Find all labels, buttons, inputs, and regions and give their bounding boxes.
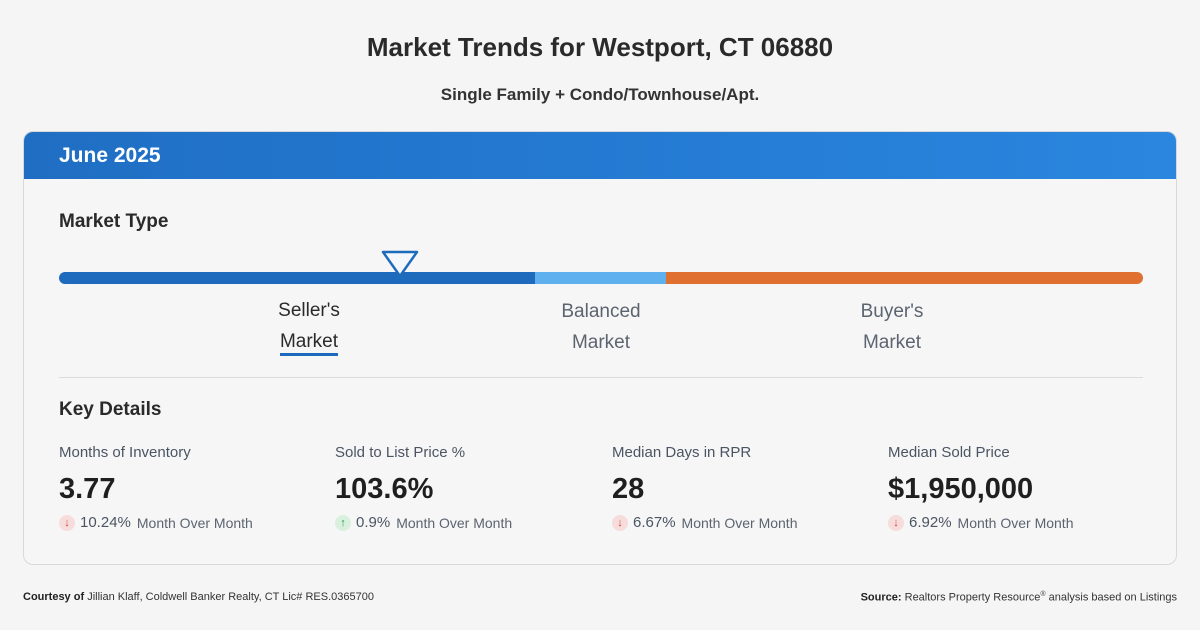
balanced-line2: Market <box>571 332 631 353</box>
seller-market-segment <box>59 272 535 284</box>
courtesy-text: Jillian Klaff, Coldwell Banker Realty, C… <box>87 591 374 603</box>
arrow-up-icon: ↑ <box>335 514 351 531</box>
buyer-line2: Market <box>862 332 922 353</box>
triangle-pointer-icon <box>382 250 419 278</box>
footer-courtesy: Courtesy of Jillian Klaff, Coldwell Bank… <box>23 591 374 603</box>
arrow-down-icon: ↓ <box>612 514 628 531</box>
section-divider <box>59 377 1143 378</box>
change-percent: 6.92% <box>909 514 952 531</box>
change-percent: 0.9% <box>356 514 391 531</box>
change-suffix: Month Over Month <box>396 514 513 531</box>
stat-change: ↓ 10.24% Month Over Month <box>59 514 319 531</box>
source-text-2: analysis based on Listings <box>1045 591 1177 604</box>
balanced-market-segment <box>535 272 666 284</box>
change-percent: 10.24% <box>80 514 131 531</box>
stat-value: 103.6% <box>335 473 434 505</box>
label-balanced-market: Balanced Market <box>541 296 661 358</box>
change-percent: 6.67% <box>633 514 676 531</box>
registered-mark: ® <box>1040 591 1046 598</box>
stat-median-days: Median Days in RPR 28 ↓ 6.67% Month Over… <box>612 444 872 531</box>
stat-change: ↑ 0.9% Month Over Month <box>335 514 595 531</box>
market-card: June 2025 Market Type Seller's Market Ba… <box>23 131 1177 565</box>
courtesy-label: Courtesy of <box>23 591 85 603</box>
change-suffix: Month Over Month <box>681 514 798 531</box>
stat-months-of-inventory: Months of Inventory 3.77 ↓ 10.24% Month … <box>59 444 319 531</box>
source-label: Source: <box>860 591 902 604</box>
footer-source: Source: Realtors Property Resource® anal… <box>861 591 1177 604</box>
stat-change: ↓ 6.92% Month Over Month <box>888 514 1148 531</box>
label-buyer-market: Buyer's Market <box>832 296 952 358</box>
page-subtitle: Single Family + Condo/Townhouse/Apt. <box>440 85 760 104</box>
buyer-market-segment <box>666 272 1143 284</box>
stat-median-sold-price: Median Sold Price $1,950,000 ↓ 6.92% Mon… <box>888 444 1148 531</box>
stat-label: Median Sold Price <box>888 444 1010 461</box>
arrow-down-icon: ↓ <box>888 514 904 531</box>
buyer-line1: Buyer's <box>860 301 924 322</box>
change-suffix: Month Over Month <box>136 514 253 531</box>
change-suffix: Month Over Month <box>957 514 1074 531</box>
balanced-line1: Balanced <box>561 301 641 322</box>
stat-sold-to-list: Sold to List Price % 103.6% ↑ 0.9% Month… <box>335 444 595 531</box>
stat-value: $1,950,000 <box>888 473 1034 505</box>
seller-line1: Seller's <box>278 300 340 321</box>
label-seller-market: Seller's Market <box>249 295 369 357</box>
key-details-title: Key Details <box>59 399 162 420</box>
seller-line2: Market <box>279 331 339 356</box>
page-title: Market Trends for Westport, CT 06880 <box>366 32 834 62</box>
market-type-title: Market Type <box>59 211 169 232</box>
source-text-1: Realtors Property Resource <box>904 591 1041 604</box>
stat-label: Months of Inventory <box>59 444 191 461</box>
period-label: June 2025 <box>59 143 161 167</box>
stat-change: ↓ 6.67% Month Over Month <box>612 514 872 531</box>
stat-value: 3.77 <box>59 473 116 505</box>
stat-label: Median Days in RPR <box>612 444 752 461</box>
arrow-down-icon: ↓ <box>59 514 75 531</box>
stat-value: 28 <box>612 473 645 505</box>
card-header: June 2025 <box>24 132 1176 179</box>
market-type-bar <box>59 272 1143 284</box>
stat-label: Sold to List Price % <box>335 444 466 461</box>
